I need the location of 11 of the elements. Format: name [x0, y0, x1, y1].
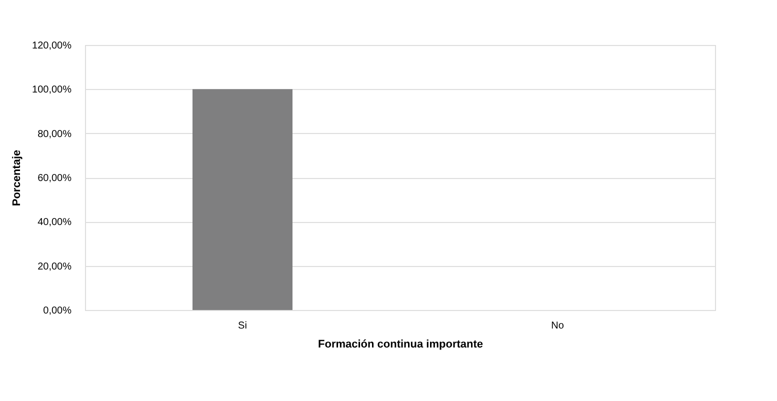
y-tick-label: 0,00%	[43, 306, 72, 316]
x-axis-title: Formación continua importante	[318, 338, 484, 350]
y-tick-label: 40,00%	[38, 217, 72, 228]
y-tick-label: 80,00%	[38, 128, 72, 140]
x-tick-label: Si	[238, 320, 247, 332]
y-axis-title: Porcentaje	[11, 150, 24, 206]
y-tick-label: 120,00%	[32, 40, 72, 52]
y-tick-label: 20,00%	[38, 261, 72, 272]
y-tick-label: 60,00%	[38, 173, 72, 184]
x-tick-label: No	[551, 320, 564, 332]
y-tick-label: 100,00%	[32, 84, 72, 96]
